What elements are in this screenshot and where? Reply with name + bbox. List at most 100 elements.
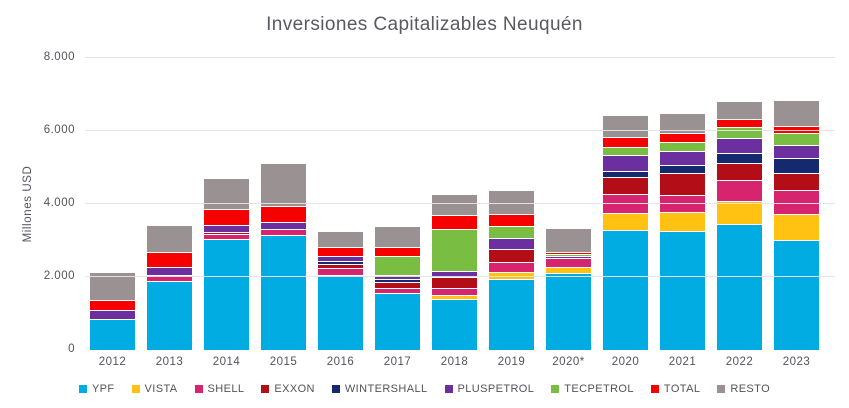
bar-segment-total-2020[interactable]: [603, 137, 648, 147]
bar-segment-exxon-2014[interactable]: [204, 232, 249, 234]
bar-segment-ypf-2023[interactable]: [774, 240, 819, 350]
bar-segment-resto-2017[interactable]: [375, 226, 420, 247]
bar-segment-vista-2020*[interactable]: [546, 267, 591, 273]
bar-segment-pluspetrol-2023[interactable]: [774, 145, 819, 158]
legend-item-shell[interactable]: SHELL: [194, 383, 245, 395]
legend-item-pluspetrol[interactable]: PLUSPETROL: [444, 383, 535, 395]
bar-segment-total-2014[interactable]: [204, 209, 249, 225]
bar-segment-pluspetrol-2014[interactable]: [204, 225, 249, 232]
bar-segment-tecpetrol-2017[interactable]: [375, 256, 420, 275]
bar-segment-vista-2021[interactable]: [660, 212, 705, 231]
bar-segment-resto-2016[interactable]: [318, 231, 363, 247]
bar-segment-wintershall-2016[interactable]: [318, 261, 363, 264]
bar-segment-pluspetrol-2022[interactable]: [717, 138, 762, 153]
bar-segment-resto-2013[interactable]: [147, 225, 192, 252]
bar-segment-pluspetrol-2015[interactable]: [261, 222, 306, 229]
bar-segment-shell-2016[interactable]: [318, 268, 363, 275]
legend-item-tecpetrol[interactable]: TECPETROL: [551, 383, 634, 395]
bar-segment-ypf-2018[interactable]: [432, 299, 477, 350]
legend-item-vista[interactable]: VISTA: [131, 383, 178, 395]
bar-segment-total-2013[interactable]: [147, 252, 192, 267]
bar-segment-exxon-2020[interactable]: [603, 177, 648, 194]
bar-segment-shell-2015[interactable]: [261, 229, 306, 235]
bar-segment-pluspetrol-2016[interactable]: [318, 256, 363, 261]
legend-item-wintershall[interactable]: WINTERSHALL: [331, 383, 428, 395]
bar-segment-ypf-2015[interactable]: [261, 235, 306, 350]
bar-segment-total-2018[interactable]: [432, 215, 477, 229]
bar-segment-resto-2022[interactable]: [717, 101, 762, 119]
bar-segment-resto-2014[interactable]: [204, 178, 249, 209]
bar-segment-pluspetrol-2017[interactable]: [375, 275, 420, 279]
bar-segment-total-2023[interactable]: [774, 126, 819, 133]
bar-segment-shell-2019[interactable]: [489, 262, 534, 272]
bar-segment-vista-2019[interactable]: [489, 272, 534, 279]
bar-segment-wintershall-2023[interactable]: [774, 158, 819, 173]
bar-segment-pluspetrol-2018[interactable]: [432, 271, 477, 277]
bar-segment-ypf-2016[interactable]: [318, 275, 363, 350]
bar-segment-tecpetrol-2020*[interactable]: [546, 254, 591, 256]
bar-segment-resto-2021[interactable]: [660, 113, 705, 133]
bar-segment-wintershall-2017[interactable]: [375, 279, 420, 282]
bar-segment-exxon-2023[interactable]: [774, 173, 819, 190]
bar-segment-total-2015[interactable]: [261, 206, 306, 222]
bar-segment-total-2017[interactable]: [375, 247, 420, 256]
bar-segment-shell-2014[interactable]: [204, 234, 249, 239]
bar-segment-exxon-2022[interactable]: [717, 163, 762, 180]
bar-segment-total-2022[interactable]: [717, 119, 762, 127]
bar-segment-resto-2015[interactable]: [261, 163, 306, 206]
bar-segment-vista-2023[interactable]: [774, 214, 819, 240]
bar-segment-pluspetrol-2012[interactable]: [90, 310, 135, 319]
bar-segment-ypf-2012[interactable]: [90, 319, 135, 350]
bar-segment-tecpetrol-2022[interactable]: [717, 127, 762, 138]
bar-segment-total-2021[interactable]: [660, 133, 705, 142]
bar-segment-resto-2019[interactable]: [489, 190, 534, 214]
bar-segment-tecpetrol-2021[interactable]: [660, 142, 705, 151]
bar-segment-resto-2020*[interactable]: [546, 228, 591, 252]
bar-segment-exxon-2016[interactable]: [318, 264, 363, 268]
bar-segment-ypf-2020[interactable]: [603, 230, 648, 350]
bar-segment-exxon-2018[interactable]: [432, 277, 477, 288]
bar-segment-resto-2023[interactable]: [774, 100, 819, 126]
bar-segment-wintershall-2020[interactable]: [603, 171, 648, 177]
bar-segment-ypf-2020*[interactable]: [546, 273, 591, 350]
bar-segment-resto-2020[interactable]: [603, 115, 648, 137]
bar-segment-exxon-2017[interactable]: [375, 282, 420, 288]
legend-item-total[interactable]: TOTAL: [650, 383, 700, 395]
bar-segment-ypf-2013[interactable]: [147, 281, 192, 350]
legend-item-exxon[interactable]: EXXON: [261, 383, 315, 395]
bar-segment-shell-2018[interactable]: [432, 288, 477, 295]
bar-segment-pluspetrol-2020[interactable]: [603, 155, 648, 171]
bar-segment-shell-2023[interactable]: [774, 190, 819, 214]
bar-segment-ypf-2017[interactable]: [375, 293, 420, 350]
bar-segment-exxon-2019[interactable]: [489, 249, 534, 262]
bar-segment-resto-2018[interactable]: [432, 194, 477, 215]
bar-segment-vista-2020[interactable]: [603, 213, 648, 230]
bar-segment-total-2020*[interactable]: [546, 252, 591, 254]
bar-segment-pluspetrol-2013[interactable]: [147, 267, 192, 275]
bar-segment-shell-2017[interactable]: [375, 288, 420, 293]
bar-segment-tecpetrol-2019[interactable]: [489, 226, 534, 238]
bar-segment-shell-2013[interactable]: [147, 275, 192, 281]
bar-segment-ypf-2021[interactable]: [660, 231, 705, 350]
bar-segment-total-2016[interactable]: [318, 247, 363, 256]
bar-segment-total-2019[interactable]: [489, 214, 534, 226]
bar-segment-vista-2018[interactable]: [432, 295, 477, 299]
bar-segment-tecpetrol-2018[interactable]: [432, 229, 477, 271]
bar-segment-vista-2022[interactable]: [717, 201, 762, 224]
bar-segment-tecpetrol-2023[interactable]: [774, 133, 819, 145]
bar-segment-pluspetrol-2020*[interactable]: [546, 256, 591, 258]
bar-segment-ypf-2019[interactable]: [489, 279, 534, 350]
bar-segment-shell-2020*[interactable]: [546, 258, 591, 267]
bar-segment-pluspetrol-2021[interactable]: [660, 151, 705, 165]
bar-segment-tecpetrol-2020[interactable]: [603, 147, 648, 155]
bar-segment-wintershall-2021[interactable]: [660, 165, 705, 173]
bar-segment-shell-2022[interactable]: [717, 180, 762, 201]
bar-segment-exxon-2021[interactable]: [660, 173, 705, 195]
bar-segment-ypf-2014[interactable]: [204, 239, 249, 350]
legend-item-ypf[interactable]: YPF: [78, 383, 115, 395]
bar-segment-pluspetrol-2019[interactable]: [489, 238, 534, 249]
bar-segment-wintershall-2022[interactable]: [717, 153, 762, 163]
bar-segment-total-2012[interactable]: [90, 300, 135, 310]
bar-segment-ypf-2022[interactable]: [717, 224, 762, 350]
legend-item-resto[interactable]: RESTO: [717, 383, 770, 395]
